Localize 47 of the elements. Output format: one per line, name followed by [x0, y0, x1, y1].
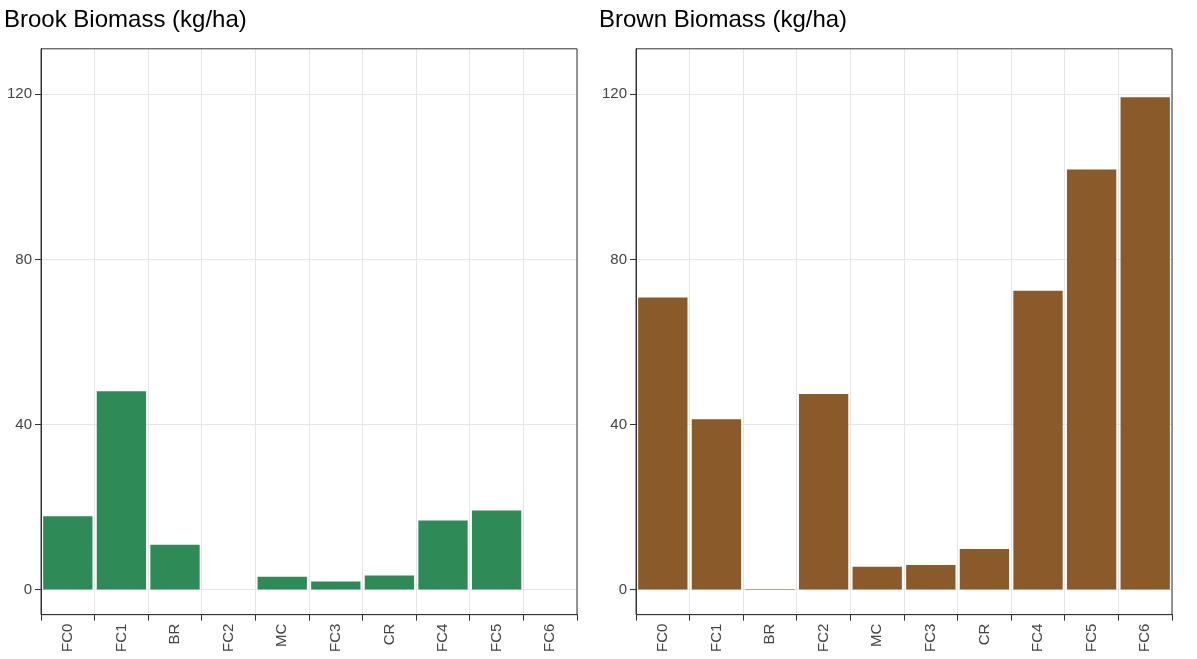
x-tick-label: FC6 — [1135, 623, 1153, 653]
bar — [959, 548, 1010, 590]
y-tick-label: 80 — [15, 249, 33, 267]
y-tick-label: 0 — [23, 580, 33, 598]
x-tick-label: MC — [867, 623, 885, 647]
y-tick-label: 40 — [610, 414, 628, 432]
x-tick-label: CR — [974, 623, 992, 646]
x-tick-label: FC0 — [652, 623, 670, 653]
bar — [1013, 290, 1063, 590]
x-tick-label: MC — [272, 623, 290, 647]
bar — [418, 520, 468, 590]
y-tick-label: 120 — [602, 84, 628, 102]
bar — [691, 419, 742, 590]
x-tick-label: BR — [165, 623, 183, 645]
x-tick-label: FC3 — [325, 623, 343, 653]
bar — [257, 576, 307, 590]
x-tick-label: FC1 — [111, 623, 129, 653]
x-tick-label: FC2 — [218, 623, 236, 653]
x-tick-label: FC0 — [57, 623, 75, 653]
bar — [364, 575, 415, 590]
bar — [150, 544, 200, 590]
bar — [852, 566, 902, 590]
x-tick-label: FC5 — [486, 623, 504, 653]
y-tick-label: 0 — [618, 580, 628, 598]
bar — [1120, 97, 1170, 590]
bar — [638, 297, 688, 590]
bar — [96, 391, 147, 590]
bar — [311, 581, 361, 590]
x-tick-label: FC4 — [1028, 623, 1046, 653]
chart-title: Brook Biomass (kg/ha) — [4, 5, 247, 33]
bar — [906, 565, 956, 590]
bar — [471, 510, 522, 590]
chart-title: Brown Biomass (kg/ha) — [599, 5, 848, 33]
x-tick-label: FC1 — [706, 623, 724, 653]
x-tick-label: FC2 — [813, 623, 831, 653]
bar — [43, 516, 93, 590]
x-tick-label: CR — [379, 623, 397, 646]
x-tick-label: BR — [760, 623, 778, 645]
x-tick-label: FC5 — [1081, 623, 1099, 653]
x-tick-label: FC6 — [540, 623, 558, 653]
bar — [798, 394, 849, 590]
x-tick-label: FC3 — [920, 623, 938, 653]
bar — [1066, 169, 1117, 590]
y-tick-label: 80 — [610, 249, 628, 267]
y-tick-label: 40 — [15, 414, 33, 432]
x-tick-label: FC4 — [433, 623, 451, 653]
y-tick-label: 120 — [7, 84, 33, 102]
